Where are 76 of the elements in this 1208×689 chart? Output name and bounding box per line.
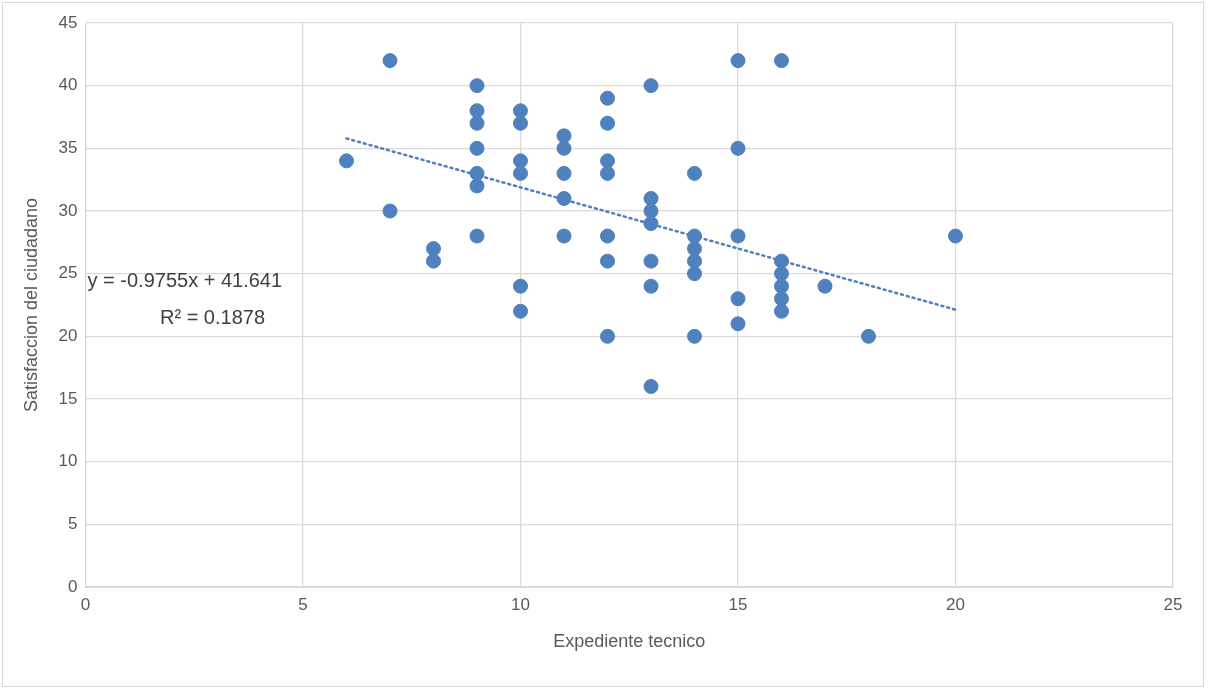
point — [774, 303, 789, 319]
point — [861, 328, 876, 344]
x-tick-label: 10 — [511, 594, 530, 614]
y-tick-label: 5 — [68, 514, 78, 534]
y-tick-label: 10 — [58, 451, 78, 471]
point — [687, 165, 702, 181]
point — [513, 303, 529, 319]
point — [600, 228, 616, 244]
point — [513, 165, 529, 181]
point — [556, 165, 572, 181]
point — [600, 90, 616, 106]
point — [382, 53, 398, 69]
point — [600, 328, 616, 344]
point — [687, 328, 702, 344]
point — [687, 266, 702, 282]
x-tick-label: 5 — [298, 594, 308, 614]
point — [643, 378, 659, 394]
x-tick-label: 20 — [946, 594, 965, 614]
point — [643, 253, 659, 269]
point — [556, 140, 572, 156]
point — [600, 165, 616, 181]
point — [556, 128, 572, 144]
point — [513, 103, 529, 119]
x-tick-label: 25 — [1163, 594, 1183, 614]
point — [426, 241, 442, 257]
point — [513, 153, 529, 169]
point — [730, 228, 746, 244]
point — [774, 291, 789, 307]
y-tick-label: 15 — [58, 388, 78, 408]
y-tick-label: 35 — [58, 138, 78, 158]
point — [643, 278, 659, 294]
point — [600, 153, 616, 169]
point — [730, 53, 746, 69]
point — [469, 165, 485, 181]
y-tick-label: 0 — [68, 576, 78, 596]
point — [469, 78, 485, 94]
y-tick-label: 45 — [58, 12, 78, 32]
y-tick-label: 40 — [58, 75, 78, 95]
point — [687, 241, 702, 257]
point — [469, 178, 485, 194]
point — [730, 140, 746, 156]
point — [643, 203, 659, 219]
point — [774, 278, 789, 294]
point — [730, 291, 746, 307]
point — [513, 115, 529, 131]
y-axis-title: Satisfaccion del ciudadano — [20, 197, 41, 413]
point — [948, 228, 963, 244]
point — [687, 253, 702, 269]
point — [730, 316, 746, 332]
y-tick-label: 25 — [58, 263, 78, 283]
point — [817, 278, 833, 294]
point — [600, 115, 616, 131]
point — [643, 190, 659, 206]
point — [469, 115, 485, 131]
point — [556, 228, 572, 244]
point — [643, 216, 659, 232]
point — [774, 53, 789, 69]
point — [426, 253, 442, 269]
point — [339, 153, 355, 169]
x-tick-label: 15 — [728, 594, 748, 614]
point — [774, 266, 789, 282]
point — [469, 140, 485, 156]
point — [774, 253, 789, 269]
point — [513, 278, 529, 294]
point — [382, 203, 398, 219]
point — [600, 253, 616, 269]
annotation: y = -0.9755x + 41.641 — [87, 268, 283, 291]
point — [469, 228, 485, 244]
point — [643, 78, 659, 94]
y-tick-label: 20 — [58, 326, 78, 346]
point — [469, 103, 485, 119]
point — [556, 190, 572, 206]
point — [687, 228, 702, 244]
y-tick-label: 30 — [58, 200, 78, 220]
x-axis-title: Expediente tecnico — [553, 631, 706, 652]
annotation: R² = 0.1878 — [159, 305, 266, 328]
